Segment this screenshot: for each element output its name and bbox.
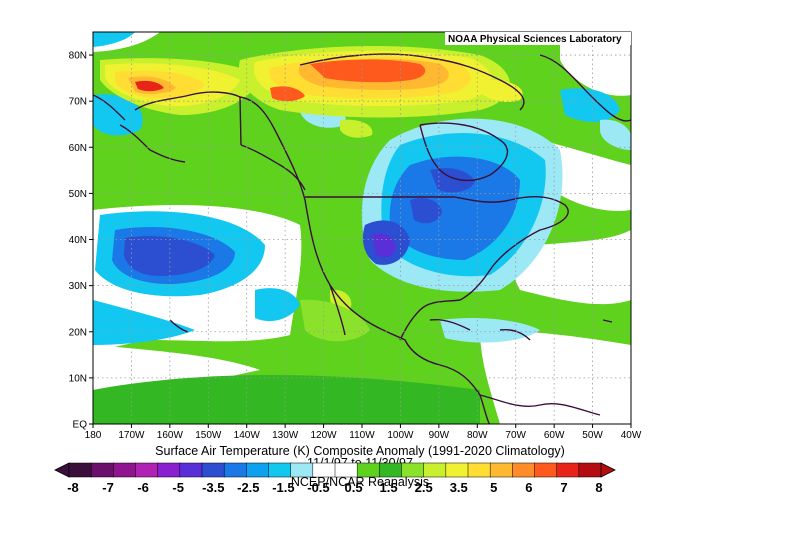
colorbar-label: 2.5 — [415, 480, 433, 495]
colorbar-swatch — [423, 462, 447, 478]
colorbar-swatch — [445, 462, 469, 478]
lon-tick-label: 90W — [429, 430, 450, 441]
colorbar-swatch — [489, 462, 514, 478]
colorbar-swatch — [223, 462, 248, 478]
colorbar-swatch — [246, 462, 270, 478]
colorbar-label: 6 — [525, 480, 532, 495]
lat-tick-label: EQ — [73, 420, 88, 431]
lon-tick-label: 180 — [85, 430, 102, 441]
lon-tick-label: 100W — [387, 430, 414, 441]
lat-tick-label: 50N — [69, 189, 87, 200]
colorbar-label: 5 — [490, 480, 497, 495]
lon-tick-label: 110W — [349, 430, 375, 441]
colorbar-label: -8 — [67, 480, 79, 495]
colorbar-label: -0.5 — [307, 480, 329, 495]
colorbar-swatch — [534, 462, 558, 478]
credit-box — [445, 32, 631, 45]
colorbar-label: 8 — [595, 480, 602, 495]
credit-label: NOAA Physical Sciences Laboratory — [448, 34, 622, 45]
lat-tick-label: 40N — [69, 235, 87, 246]
colorbar-swatch — [334, 462, 358, 478]
lat-tick-label: 30N — [69, 281, 87, 292]
colorbar-swatch — [135, 462, 159, 478]
lat-tick-label: 60N — [69, 143, 87, 154]
colorbar-swatch — [578, 462, 602, 478]
lon-tick-label: 120W — [311, 430, 338, 441]
colorbar-swatch — [113, 462, 137, 478]
lon-tick-label: 60W — [544, 430, 565, 441]
lon-tick-label: 140W — [234, 430, 261, 441]
lat-tick-label: 70N — [69, 97, 87, 108]
colorbar-swatch — [379, 462, 403, 478]
colorbar-label: -7 — [102, 480, 114, 495]
colorbar-label: -3.5 — [202, 480, 224, 495]
colorbar-swatch — [556, 462, 580, 478]
colorbar-swatch — [401, 462, 425, 478]
lat-tick-label: 20N — [69, 327, 87, 338]
colorbar-label: 1.5 — [380, 480, 398, 495]
lon-tick-label: 50W — [582, 430, 603, 441]
colorbar-label: 7 — [560, 480, 567, 495]
colorbar-swatch — [201, 462, 225, 478]
colorbar-swatch — [290, 462, 314, 478]
colorbar-swatch — [268, 462, 292, 478]
colorbar-low-arrow — [54, 462, 70, 478]
colorbar — [54, 462, 616, 478]
figure-title: Surface Air Temperature (K) Composite An… — [155, 444, 565, 458]
lat-tick-label: 80N — [69, 51, 87, 62]
colorbar-swatch — [356, 462, 381, 478]
lon-tick-label: 70W — [505, 430, 526, 441]
colorbar-label: -2.5 — [237, 480, 259, 495]
colorbar-label: 3.5 — [450, 480, 468, 495]
colorbar-high-arrow — [600, 462, 616, 478]
colorbar-swatch — [90, 462, 115, 478]
colorbar-swatch — [512, 462, 536, 478]
lon-tick-label: 80W — [467, 430, 488, 441]
colorbar-labels: -8 -7 -6 -5 -3.5 -2.5 -1.5 -0.5 0.5 1.5 2.5 3.5 5 6 7 8 — [67, 480, 602, 495]
colorbar-swatch — [312, 462, 336, 478]
coastlines — [93, 53, 631, 424]
lon-tick-label: 40W — [621, 430, 642, 441]
colorbar-label: 0.5 — [344, 480, 362, 495]
longitude-tick-labels: 180 170W 160W 150W 140W 130W 120W 110W 100W 90W 80… — [85, 424, 642, 441]
lon-tick-label: 160W — [157, 430, 184, 441]
lon-tick-label: 130W — [272, 430, 299, 441]
colorbar-swatch — [467, 462, 491, 478]
anomaly-shading — [93, 32, 631, 424]
lat-tick-label: 10N — [69, 373, 87, 384]
colorbar-label: -6 — [137, 480, 149, 495]
colorbar-swatch — [157, 462, 181, 478]
figure-source: NCEP/NCAR Reanalysis — [291, 475, 429, 489]
colorbar-swatch — [179, 462, 203, 478]
lon-tick-label: 150W — [195, 430, 222, 441]
colorbar-swatch — [68, 462, 92, 478]
latitude-tick-labels: 80N 70N 60N 50N 40N 30N 20N 10N EQ — [69, 51, 93, 431]
colorbar-label: -5 — [172, 480, 184, 495]
colorbar-label: -1.5 — [272, 480, 294, 495]
lon-tick-label: 170W — [118, 430, 145, 441]
